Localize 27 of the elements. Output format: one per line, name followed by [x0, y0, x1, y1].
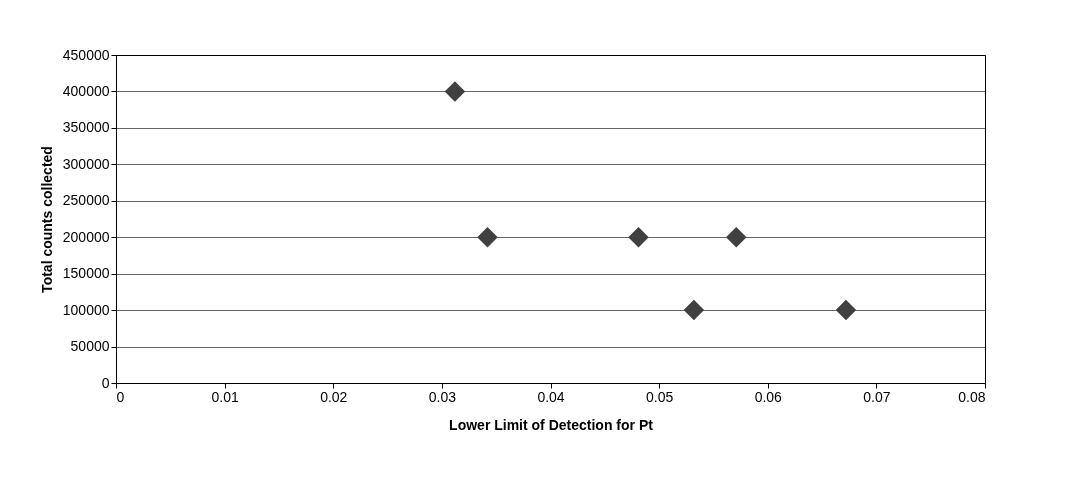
x-tick-label: 0.04 [537, 388, 565, 405]
x-tick-label: 0.05 [646, 388, 674, 405]
point [683, 299, 705, 321]
y-tick-label: 400000 [62, 82, 110, 99]
y-tick-label: 100000 [62, 301, 110, 318]
point [835, 299, 857, 321]
point [444, 81, 466, 102]
x-axis-title: Lower Limit of Detection for Pt [449, 416, 654, 433]
point [726, 226, 747, 248]
y-tick-label: 350000 [62, 119, 110, 136]
y-tick-label: 200000 [62, 228, 110, 245]
x-tick-label: 0.01 [211, 388, 239, 405]
x-tick-label: 0.03 [428, 388, 457, 405]
x-tick-label: 0.08 [958, 388, 986, 405]
y-tick-label: 250000 [62, 192, 110, 209]
point [628, 226, 649, 248]
y-tick-label: 0 [101, 374, 110, 391]
y-tick-label: 450000 [62, 46, 110, 63]
point [477, 226, 498, 248]
y-tick-label: 50000 [70, 338, 110, 355]
y-tick-label: 150000 [62, 265, 110, 282]
x-tick-label: 0.07 [863, 388, 891, 405]
y-tick-label: 300000 [62, 155, 110, 172]
x-tick-label: 0.02 [320, 388, 348, 405]
y-axis-title: Total counts collected [38, 146, 55, 293]
x-tick-label: 0 [116, 388, 125, 405]
x-tick-label: 0.06 [754, 388, 783, 405]
